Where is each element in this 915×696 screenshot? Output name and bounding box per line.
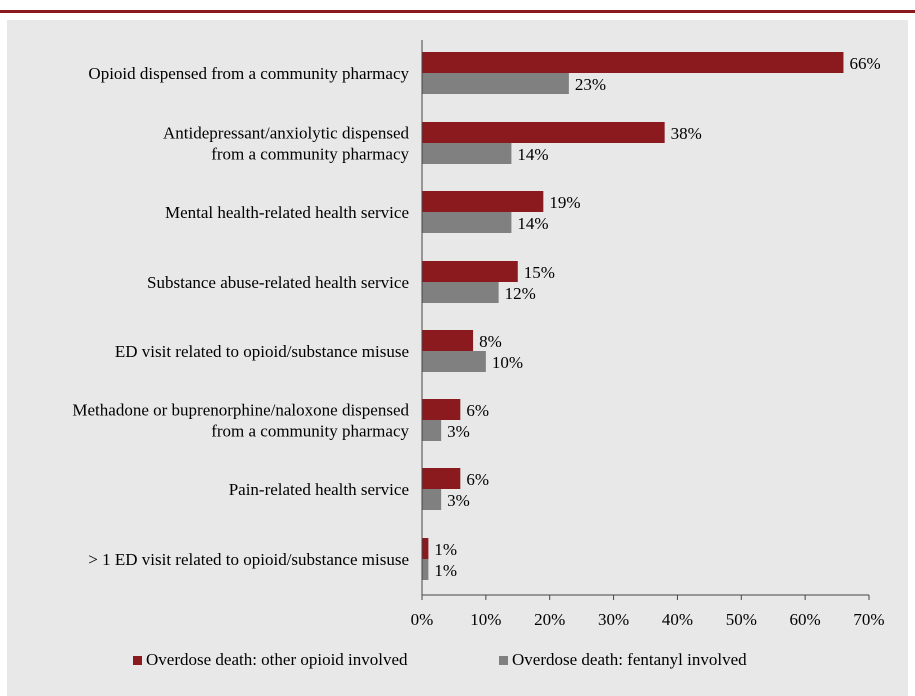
x-tick-label: 0% — [411, 610, 434, 629]
legend-swatch-other-opioid — [133, 655, 142, 665]
legend-swatch-fentanyl — [499, 655, 508, 665]
x-tick-label: 20% — [534, 610, 565, 629]
x-tick-label: 70% — [853, 610, 884, 629]
x-tick-label: 10% — [470, 610, 501, 629]
value-label-other-opioid: 6% — [466, 470, 489, 489]
category-label: Substance abuse-related health service — [147, 273, 409, 292]
category-label: > 1 ED visit related to opioid/substance… — [88, 550, 409, 569]
category-label: Antidepressant/anxiolytic dispensed — [163, 124, 409, 143]
value-label-fentanyl: 3% — [447, 491, 470, 510]
value-label-fentanyl: 10% — [492, 353, 523, 372]
category-label: from a community pharmacy — [211, 145, 409, 164]
bar-other-opioid — [422, 122, 665, 143]
bar-fentanyl — [422, 559, 429, 580]
value-label-other-opioid: 19% — [549, 193, 580, 212]
x-tick-label: 40% — [662, 610, 693, 629]
value-label-fentanyl: 12% — [505, 284, 536, 303]
value-label-fentanyl: 3% — [447, 422, 470, 441]
category-label: Opioid dispensed from a community pharma… — [88, 64, 409, 83]
x-tick-label: 50% — [726, 610, 757, 629]
legend-label-other-opioid: Overdose death: other opioid involved — [146, 650, 408, 669]
value-label-other-opioid: 8% — [479, 332, 502, 351]
value-label-other-opioid: 66% — [849, 54, 880, 73]
value-label-other-opioid: 1% — [434, 540, 457, 559]
value-label-other-opioid: 6% — [466, 401, 489, 420]
value-label-other-opioid: 38% — [671, 124, 702, 143]
bar-fentanyl — [422, 489, 442, 510]
bar-other-opioid — [422, 468, 461, 489]
bar-other-opioid — [422, 261, 518, 282]
bar-other-opioid — [422, 52, 844, 73]
legend-item-fentanyl: Overdose death: fentanyl involved — [499, 650, 747, 670]
bar-fentanyl — [422, 73, 569, 94]
value-label-fentanyl: 1% — [434, 561, 457, 580]
bar-other-opioid — [422, 330, 474, 351]
legend-label-fentanyl: Overdose death: fentanyl involved — [512, 650, 747, 669]
value-label-fentanyl: 14% — [517, 145, 548, 164]
category-label: Mental health-related health service — [165, 203, 409, 222]
bar-fentanyl — [422, 282, 499, 303]
bar-other-opioid — [422, 399, 461, 420]
category-label: from a community pharmacy — [211, 422, 409, 441]
value-label-other-opioid: 15% — [524, 263, 555, 282]
bar-fentanyl — [422, 212, 512, 233]
category-label: Pain-related health service — [229, 480, 409, 499]
legend-item-other-opioid: Overdose death: other opioid involved — [133, 650, 408, 670]
category-label: Methadone or buprenorphine/naloxone disp… — [72, 401, 409, 420]
top-rule — [0, 10, 915, 13]
x-tick-label: 30% — [598, 610, 629, 629]
category-label: ED visit related to opioid/substance mis… — [115, 342, 409, 361]
value-label-fentanyl: 23% — [575, 75, 606, 94]
bar-fentanyl — [422, 351, 486, 372]
bar-fentanyl — [422, 420, 442, 441]
value-label-fentanyl: 14% — [517, 214, 548, 233]
x-tick-label: 60% — [790, 610, 821, 629]
bar-other-opioid — [422, 538, 429, 559]
bar-other-opioid — [422, 191, 544, 212]
bar-fentanyl — [422, 143, 512, 164]
